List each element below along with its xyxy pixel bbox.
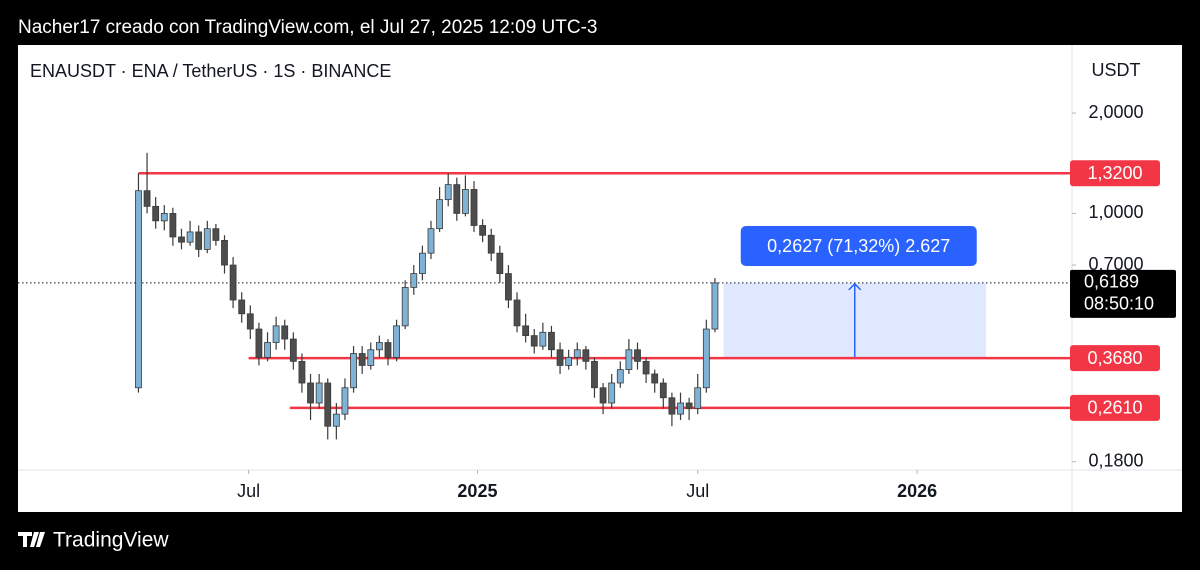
candle-body [694,387,702,409]
x-tick-label: 2026 [897,481,937,501]
level-price-box [1070,345,1160,372]
candle-body [135,190,142,389]
candle-body [195,231,203,250]
candle-body [358,353,366,366]
measure-arrowhead [848,282,862,291]
candle-body [418,252,426,274]
countdown: 08:50:10 [1084,294,1154,314]
candle-body [203,228,211,250]
y-tick-label: 0,1800 [1088,450,1143,470]
candle-body [651,373,659,384]
candle-body [625,349,633,371]
measure-label-box [740,226,977,266]
brand-name: TradingView [53,529,169,552]
header-title: Nacher17 creado con TradingView.com, el … [18,17,597,38]
candle-body [479,225,487,236]
candle-body [573,349,581,358]
candle-body [272,325,280,343]
measure-label-text: 0,2627 (71,32%) 2.627 [767,236,950,256]
candle-body [324,382,332,427]
chart-panel [18,45,1182,512]
x-tick-label: 2025 [457,481,497,501]
candle-body [341,387,349,415]
candle-body [565,356,573,366]
candle-body [505,273,512,301]
y-tick-label: 2,0000 [1088,102,1143,122]
candle-body [668,397,676,415]
level-price-box [1070,160,1160,187]
candle-body [513,299,521,327]
candle-body [659,382,667,399]
candle-body [221,240,228,266]
candle-body [410,273,418,288]
candle-body [350,353,357,389]
candle-body [401,286,409,327]
last-price-label: 0,6189 [1084,272,1139,292]
last-price-box [1070,269,1176,318]
y-tick-label: 0,7000 [1088,254,1143,274]
candle-body [436,199,444,230]
candle-body [178,236,185,243]
candle-body [522,325,530,337]
candle-body [246,313,254,330]
symbol: ENAUSDT · ENA / TetherUS · 1S · BINANCE [30,61,391,81]
y-tick-label: 1,0000 [1088,202,1143,222]
candle-body [375,342,383,351]
candle-body [591,360,598,389]
candle-body [289,338,297,362]
level-price-label: 0,3680 [1087,348,1142,368]
candle-body [616,369,624,384]
candle-body [634,349,641,362]
candle-body [444,184,452,201]
candle-body [548,331,555,351]
measure-label: 0,2627 (71,32%) 2.627 [740,226,977,266]
candle-body [169,213,177,238]
candle-body [582,349,590,362]
level-price-label: 1,3200 [1087,163,1142,183]
candle-body [160,213,168,222]
candle-body [367,349,375,366]
candle-body [556,349,564,366]
candle-body [332,413,340,427]
candle-body [539,331,547,347]
candle-body [315,382,323,404]
candle-body [677,402,684,415]
level-price-box [1070,394,1160,421]
candle-body [470,189,478,226]
brand-logo [18,532,45,547]
candle-body [487,234,495,254]
candle-body [530,335,538,347]
candle-body [238,299,246,315]
candle-body [599,387,607,404]
candle-body [453,184,461,214]
candle-body [702,328,710,389]
candle-body [642,360,650,375]
candle-body [229,264,237,301]
candle-body [281,325,289,340]
candle-body [255,328,263,358]
candle-body [152,205,160,222]
candle-body [711,282,719,330]
candle-body [496,252,504,274]
candle-body [608,382,616,404]
x-tick-label: Jul [686,481,709,501]
candle-body [143,190,151,207]
candle-body [685,402,693,409]
currency: USDT [1092,60,1141,80]
candle-body [298,360,306,384]
candle-body [462,189,469,214]
candle-body [393,325,400,358]
level-price-label: 0,2610 [1087,398,1142,418]
candle-body [212,228,220,241]
candle-body [427,228,435,254]
x-tick-label: Jul [237,481,260,501]
candle-body [384,342,392,358]
candle-body [307,382,314,404]
candle-body [264,342,271,358]
plot-area [18,152,1072,440]
candle-body [186,231,194,243]
